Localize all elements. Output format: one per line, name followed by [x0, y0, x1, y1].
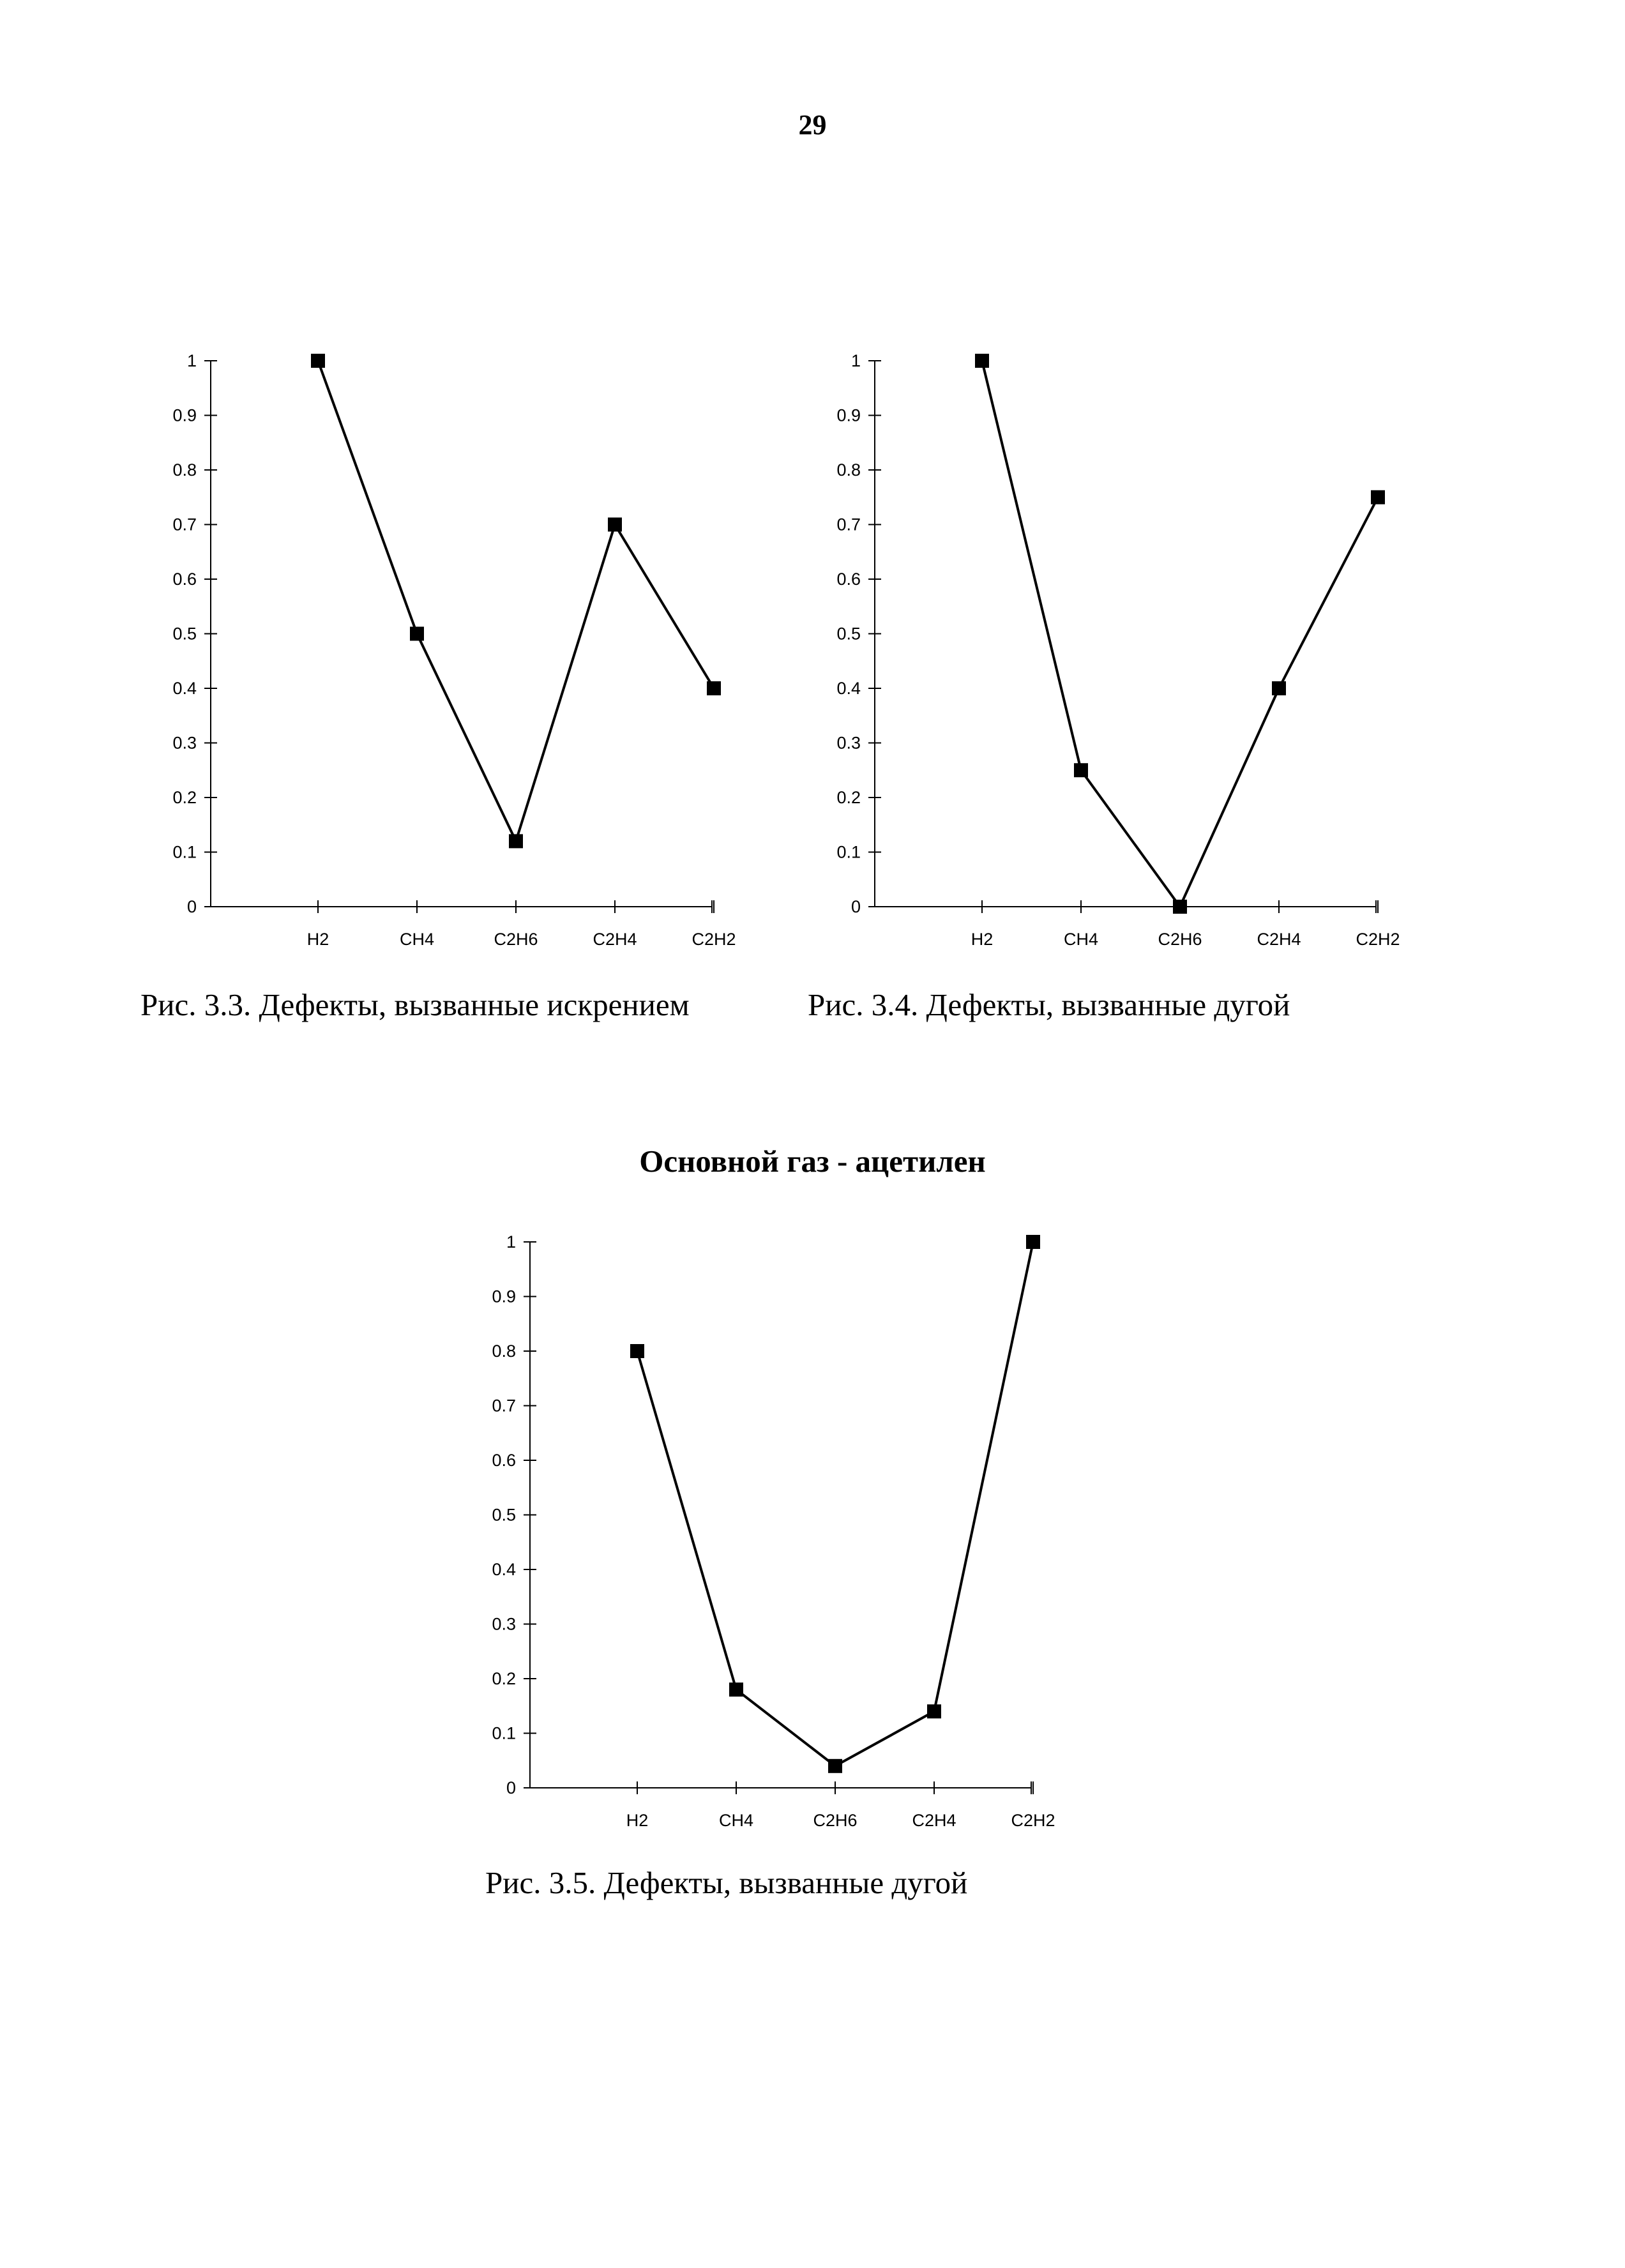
y-tick-label: 0.9 [492, 1287, 516, 1306]
y-tick-label: 0.8 [492, 1342, 516, 1361]
data-point-h2 [630, 1344, 644, 1358]
section-title: Основной газ - ацетилен [639, 1144, 986, 1179]
data-point-ch4 [729, 1682, 743, 1697]
y-tick-label: 0.3 [836, 734, 861, 753]
y-tick-label: 0.8 [836, 460, 861, 480]
y-tick-label: 0.8 [172, 460, 197, 480]
data-point-c2h4 [927, 1704, 941, 1719]
caption-fig-3-4: Рис. 3.4. Дефекты, вызванные дугой [808, 987, 1290, 1022]
data-point-h2 [311, 354, 325, 368]
x-tick-label: C2H2 [1011, 1811, 1055, 1830]
y-tick-label: 1 [187, 351, 197, 370]
y-tick-label: 0.6 [492, 1451, 516, 1470]
y-tick-label: 1 [851, 351, 861, 370]
data-point-c2h2 [707, 681, 721, 695]
x-tick-label: H2 [971, 930, 994, 949]
y-tick-label: 0.5 [172, 624, 197, 644]
y-tick-label: 0 [851, 897, 861, 916]
x-tick-label: C2H6 [494, 930, 538, 949]
y-tick-label: 0.7 [836, 515, 861, 534]
x-tick-label: H2 [307, 930, 329, 949]
page-number: 29 [798, 109, 827, 140]
x-tick-label: C2H4 [1257, 930, 1301, 949]
y-tick-label: 0.1 [836, 843, 861, 862]
y-tick-label: 1 [506, 1232, 516, 1251]
x-tick-label: C2H2 [1356, 930, 1400, 949]
series-line [981, 360, 1379, 908]
y-tick-label: 0.9 [172, 406, 197, 425]
data-point-c2h2 [1371, 490, 1385, 504]
chart-acetylene-arc-defects: 0 0.1 0.2 0.3 0.4 0.5 0.6 0.7 0.8 0.9 1 H2 CH4 C2H6 C2… [492, 1232, 1055, 1830]
y-tick-label: 0.4 [492, 1560, 516, 1579]
data-point-ch4 [410, 626, 424, 641]
data-point-c2h6 [828, 1758, 842, 1773]
y-tick-label: 0.5 [836, 624, 861, 644]
x-tick-label: C2H4 [593, 930, 637, 949]
x-tick-label: CH4 [1064, 930, 1098, 949]
caption-fig-3-3: Рис. 3.3. Дефекты, вызванные искрением [140, 987, 690, 1022]
data-point-c2h2 [1026, 1235, 1040, 1249]
x-tick-label: H2 [626, 1811, 649, 1830]
y-tick-label: 0 [187, 897, 197, 916]
y-tick-label: 0.3 [492, 1615, 516, 1634]
y-tick-label: 0.1 [172, 843, 197, 862]
y-tick-label: 0.6 [836, 570, 861, 589]
x-tick-label: C2H2 [692, 930, 736, 949]
x-tick-label: C2H6 [813, 1811, 857, 1830]
y-tick-label: 0.2 [836, 788, 861, 807]
data-point-c2h6 [1173, 900, 1187, 914]
y-tick-label: 0.2 [172, 788, 197, 807]
data-point-ch4 [1074, 763, 1088, 778]
data-point-c2h4 [1272, 681, 1286, 695]
data-point-h2 [975, 354, 989, 368]
caption-fig-3-5: Рис. 3.5. Дефекты, вызванные дугой [485, 1865, 968, 1900]
series-line [317, 360, 715, 843]
y-tick-label: 0.4 [172, 679, 197, 698]
y-tick-label: 0.7 [172, 515, 197, 534]
y-tick-label: 0.2 [492, 1669, 516, 1688]
x-tick-label: C2H6 [1158, 930, 1202, 949]
x-tick-label: CH4 [400, 930, 434, 949]
y-tick-label: 0.7 [492, 1396, 516, 1416]
y-tick-label: 0 [506, 1778, 516, 1797]
y-tick-label: 0.4 [836, 679, 861, 698]
y-tick-label: 0.5 [492, 1506, 516, 1525]
chart-sparking-defects: 0 0.1 0.2 0.3 0.4 0.5 0.6 0.7 0.8 0.9 1 H2 CH4 C2H6 C2… [172, 351, 736, 949]
series-line [636, 1241, 1034, 1767]
y-tick-label: 0.9 [836, 406, 861, 425]
y-tick-label: 0.6 [172, 570, 197, 589]
y-tick-label: 0.1 [492, 1724, 516, 1743]
y-tick-label: 0.3 [172, 734, 197, 753]
x-tick-label: CH4 [719, 1811, 753, 1830]
data-point-c2h6 [509, 834, 523, 849]
x-tick-label: C2H4 [912, 1811, 956, 1830]
chart-arc-defects: 0 0.1 0.2 0.3 0.4 0.5 0.6 0.7 0.8 0.9 1 H2 CH4 C2H6 C2… [836, 351, 1400, 949]
data-point-c2h4 [608, 517, 622, 532]
